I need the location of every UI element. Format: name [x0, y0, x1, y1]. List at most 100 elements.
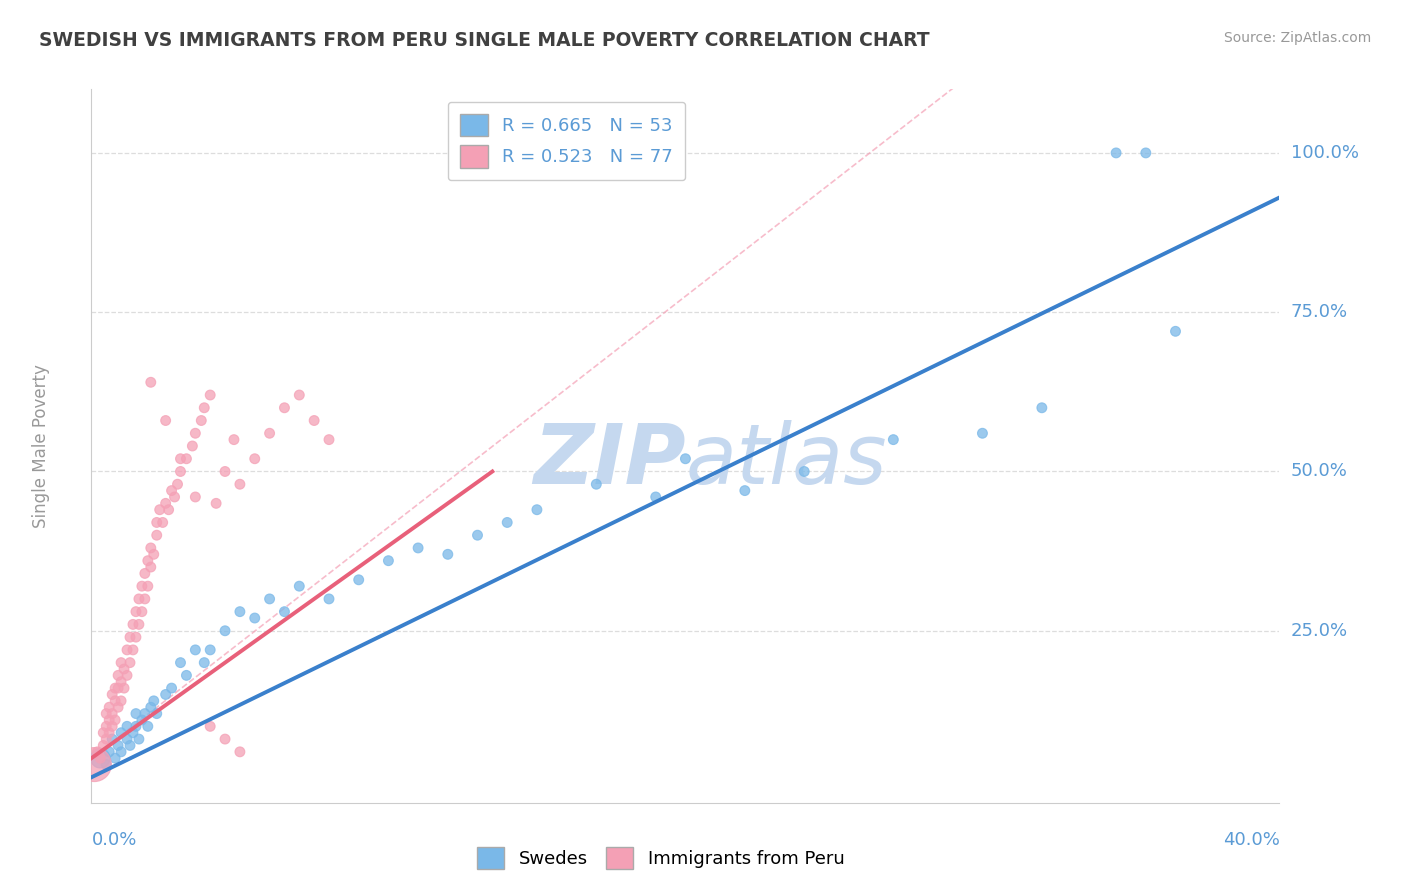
Point	[118, 656, 141, 670]
Point	[131, 605, 153, 619]
Point	[104, 751, 127, 765]
Point	[169, 451, 191, 466]
Point	[673, 451, 696, 466]
Point	[155, 413, 177, 427]
Point	[229, 745, 252, 759]
Point	[107, 668, 129, 682]
Point	[176, 451, 198, 466]
Point	[181, 439, 204, 453]
Text: atlas: atlas	[685, 420, 887, 500]
Point	[190, 413, 212, 427]
Point	[101, 732, 124, 747]
Point	[125, 719, 148, 733]
Point	[302, 413, 325, 427]
Point	[89, 751, 111, 765]
Point	[125, 605, 148, 619]
Point	[200, 388, 222, 402]
Point	[163, 490, 186, 504]
Point	[406, 541, 429, 555]
Text: 0.0%: 0.0%	[91, 831, 136, 849]
Point	[134, 706, 156, 721]
Point	[972, 426, 994, 441]
Text: ZIP: ZIP	[533, 420, 685, 500]
Point	[526, 502, 548, 516]
Point	[169, 465, 191, 479]
Text: 40.0%: 40.0%	[1223, 831, 1279, 849]
Point	[496, 516, 519, 530]
Point	[585, 477, 607, 491]
Point	[793, 465, 815, 479]
Point	[184, 426, 207, 441]
Point	[259, 426, 281, 441]
Point	[91, 739, 114, 753]
Point	[89, 751, 111, 765]
Point	[229, 477, 252, 491]
Point	[145, 528, 167, 542]
Point	[273, 401, 295, 415]
Point	[86, 745, 108, 759]
Point	[160, 483, 183, 498]
Point	[467, 528, 489, 542]
Point	[214, 624, 236, 638]
Point	[882, 433, 904, 447]
Point	[104, 681, 127, 695]
Point	[134, 566, 156, 581]
Point	[110, 694, 132, 708]
Point	[243, 451, 266, 466]
Point	[176, 668, 198, 682]
Text: SWEDISH VS IMMIGRANTS FROM PERU SINGLE MALE POVERTY CORRELATION CHART: SWEDISH VS IMMIGRANTS FROM PERU SINGLE M…	[39, 31, 929, 50]
Legend: R = 0.665   N = 53, R = 0.523   N = 77: R = 0.665 N = 53, R = 0.523 N = 77	[449, 102, 685, 180]
Text: 75.0%: 75.0%	[1291, 303, 1348, 321]
Point	[96, 719, 118, 733]
Point	[96, 757, 118, 772]
Point	[155, 688, 177, 702]
Point	[118, 630, 141, 644]
Point	[200, 643, 222, 657]
Point	[101, 706, 124, 721]
Point	[160, 681, 183, 695]
Point	[112, 681, 135, 695]
Text: 25.0%: 25.0%	[1291, 622, 1348, 640]
Point	[110, 674, 132, 689]
Point	[214, 465, 236, 479]
Point	[436, 547, 458, 561]
Point	[273, 605, 295, 619]
Point	[243, 611, 266, 625]
Point	[96, 732, 118, 747]
Point	[644, 490, 666, 504]
Point	[115, 732, 138, 747]
Point	[139, 560, 162, 574]
Point	[136, 579, 159, 593]
Point	[318, 591, 340, 606]
Point	[122, 617, 145, 632]
Text: Source: ZipAtlas.com: Source: ZipAtlas.com	[1223, 31, 1371, 45]
Point	[104, 713, 127, 727]
Point	[91, 725, 114, 739]
Text: 50.0%: 50.0%	[1291, 462, 1347, 481]
Point	[131, 579, 153, 593]
Point	[115, 643, 138, 657]
Text: Single Male Poverty: Single Male Poverty	[32, 364, 51, 528]
Point	[155, 496, 177, 510]
Point	[107, 681, 129, 695]
Point	[169, 656, 191, 670]
Point	[166, 477, 188, 491]
Point	[1164, 324, 1187, 338]
Point	[110, 656, 132, 670]
Point	[107, 700, 129, 714]
Point	[214, 732, 236, 747]
Point	[259, 591, 281, 606]
Point	[734, 483, 756, 498]
Point	[122, 725, 145, 739]
Point	[1105, 145, 1128, 160]
Point	[128, 617, 150, 632]
Point	[377, 554, 399, 568]
Legend: Swedes, Immigrants from Peru: Swedes, Immigrants from Peru	[470, 839, 852, 876]
Point	[229, 605, 252, 619]
Point	[83, 757, 105, 772]
Point	[184, 490, 207, 504]
Point	[125, 706, 148, 721]
Point	[107, 739, 129, 753]
Point	[112, 662, 135, 676]
Point	[157, 502, 180, 516]
